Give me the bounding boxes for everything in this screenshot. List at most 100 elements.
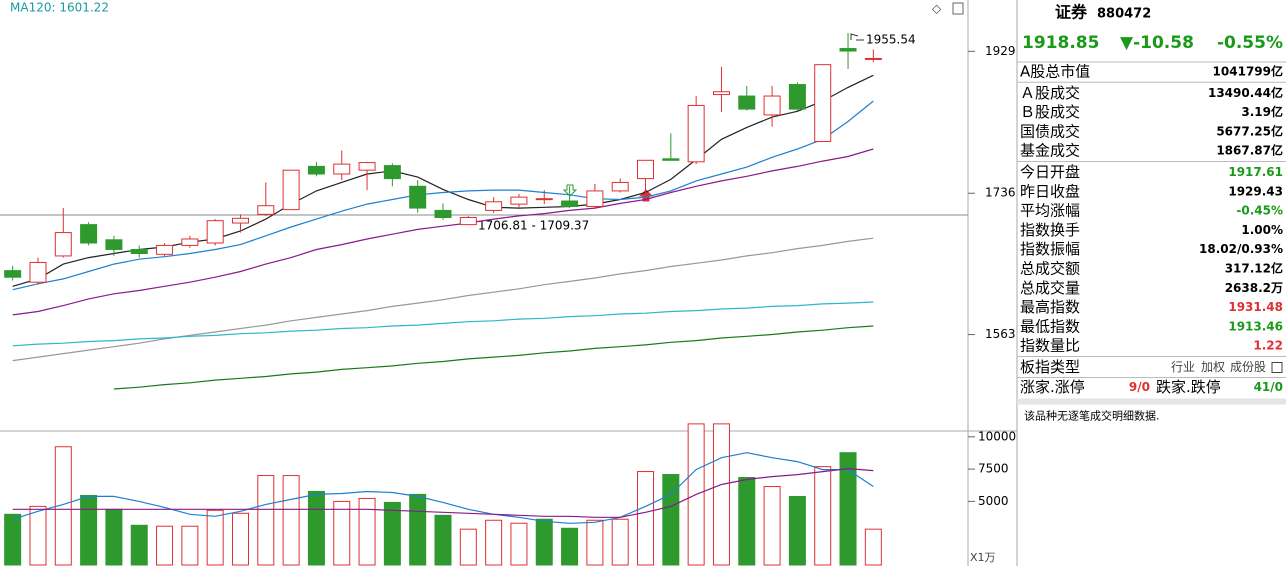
candle-body xyxy=(788,84,806,110)
y-tick-label: 5000 xyxy=(978,494,1009,508)
ma-line xyxy=(12,100,874,291)
volume-bar xyxy=(282,475,300,566)
candle-body xyxy=(257,205,275,215)
volume-bar xyxy=(586,519,604,566)
candle-body xyxy=(80,224,98,244)
volume-bar xyxy=(561,527,579,566)
y-tick-label: 1929 xyxy=(985,44,1016,58)
panel-sep xyxy=(1017,398,1286,405)
candle-body xyxy=(383,165,401,180)
row-value: 317.12亿 xyxy=(1225,261,1283,276)
tool-icon[interactable] xyxy=(952,2,964,15)
volume-bar xyxy=(54,446,72,566)
row-value: 1041799亿 xyxy=(1213,64,1283,79)
volume-bar xyxy=(358,497,376,566)
row-label: 最高指数 xyxy=(1020,298,1080,316)
candle-body xyxy=(535,198,553,201)
candle-body xyxy=(54,232,72,257)
row-label: 今日开盘 xyxy=(1020,163,1080,181)
candle-body xyxy=(485,201,503,211)
ma-line xyxy=(12,452,874,524)
candle-body xyxy=(561,200,579,207)
sector-option[interactable]: 加权 xyxy=(1201,360,1225,374)
y-tick-label: 7500 xyxy=(978,462,1009,476)
volume-bar xyxy=(485,519,503,566)
row-value: 1.22 xyxy=(1253,339,1283,353)
ma-legend: MA120: 1601.22 xyxy=(10,1,109,15)
row-label: 国债成交 xyxy=(1020,122,1080,140)
candle-body xyxy=(434,209,452,218)
volume-bar xyxy=(333,500,351,566)
volume-bar xyxy=(864,528,882,566)
row-value: 2638.2万 xyxy=(1225,281,1283,295)
volume-bar xyxy=(611,518,629,566)
candle-body xyxy=(611,181,629,192)
row-label: 跌家.跌停 xyxy=(1156,378,1221,396)
tool-icon[interactable]: ◇ xyxy=(932,2,942,16)
candle-body xyxy=(333,163,351,175)
row-label: 总成交量 xyxy=(1020,279,1080,297)
range-annotation: 1706.81 - 1709.37 xyxy=(478,219,589,233)
y-tick-label: 1563 xyxy=(985,327,1016,341)
candle-body xyxy=(687,104,705,163)
volume-bar xyxy=(409,493,427,566)
candle-body xyxy=(130,248,148,254)
candle-body xyxy=(181,238,199,246)
volume-bar xyxy=(434,514,452,566)
volume-bar xyxy=(637,471,655,566)
volume-bar xyxy=(383,501,401,566)
row-value: 1867.87亿 xyxy=(1216,143,1283,158)
breadth-down: 41/0 xyxy=(1254,380,1283,394)
candle-body xyxy=(29,261,47,283)
candle-body xyxy=(738,95,756,110)
candle-body xyxy=(864,57,882,60)
volume-bar xyxy=(712,423,730,566)
row-label: 总成交额 xyxy=(1020,260,1080,278)
candle-body xyxy=(510,196,528,205)
volume-bar xyxy=(763,486,781,566)
row-value: 18.02/0.93% xyxy=(1199,242,1283,256)
candle-body xyxy=(105,239,123,250)
volume-bar xyxy=(105,508,123,566)
volume-bar xyxy=(231,512,249,566)
candle-body xyxy=(814,64,832,143)
panel-title: 证券 xyxy=(1055,3,1088,22)
change-pct: -0.55% xyxy=(1217,33,1283,53)
row-value: 3.19亿 xyxy=(1241,104,1283,119)
volume-bar xyxy=(206,509,224,566)
panel-code: 880472 xyxy=(1097,7,1151,22)
price: 1918.85 xyxy=(1022,33,1099,53)
volume-bar xyxy=(662,474,680,566)
sector-option[interactable]: 成份股 xyxy=(1230,360,1266,374)
row-value: 1931.48 xyxy=(1228,300,1283,314)
row-label: Ｂ股成交 xyxy=(1020,103,1080,121)
volume-bar xyxy=(29,505,47,566)
candle-body xyxy=(307,165,325,175)
row-value: 1917.61 xyxy=(1228,165,1283,179)
high-flag xyxy=(850,33,859,40)
row-value: 13490.44亿 xyxy=(1208,85,1283,100)
row-value: 1929.43 xyxy=(1228,184,1283,198)
ma-line xyxy=(113,325,874,390)
high-annotation: 1955.54 xyxy=(866,33,916,47)
candle-body xyxy=(763,95,781,116)
volume-unit: X1万 xyxy=(970,551,996,564)
volume-bar xyxy=(459,528,477,566)
volume-bar xyxy=(130,524,148,566)
breadth-up: 9/0 xyxy=(1129,380,1150,394)
row-value: -0.45% xyxy=(1236,204,1283,218)
sector-icon xyxy=(1271,362,1283,373)
change: ▼-10.58 xyxy=(1120,33,1194,53)
volume-bar xyxy=(4,513,22,566)
row-label: 涨家.涨停 xyxy=(1020,378,1085,396)
volume-bar xyxy=(535,518,553,566)
y-tick-label: 10000 xyxy=(978,429,1016,443)
panel-message: 该品种无逐笔成交明细数据. xyxy=(1024,409,1160,423)
candle-body xyxy=(839,48,857,52)
ma-line xyxy=(12,148,874,316)
sector-option[interactable]: 行业 xyxy=(1171,360,1195,374)
candle-body xyxy=(586,190,604,207)
ma-line xyxy=(12,467,874,518)
candle-body xyxy=(459,216,477,226)
